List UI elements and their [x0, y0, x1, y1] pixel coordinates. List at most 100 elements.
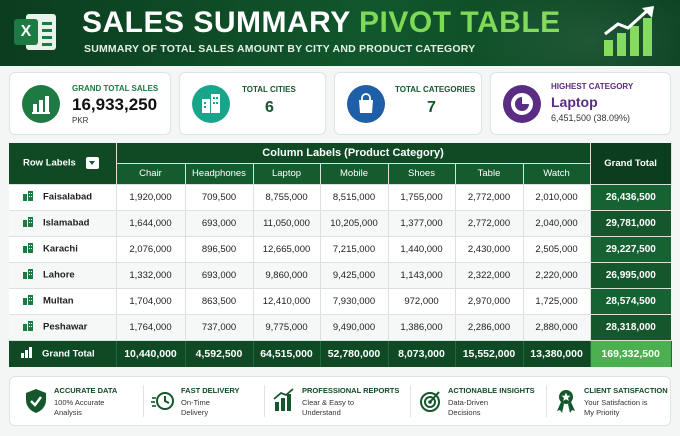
row-label-islamabad[interactable]: Islamabad — [9, 210, 117, 237]
value-cell[interactable]: 2,286,000 — [455, 314, 524, 341]
value-cell[interactable]: 2,772,000 — [455, 210, 524, 237]
feature-title: CLIENT SATISFACTION — [584, 386, 668, 395]
value-cell[interactable]: 1,386,000 — [388, 314, 456, 341]
value-cell[interactable]: 2,772,000 — [455, 184, 524, 211]
value-cell[interactable]: 737,000 — [185, 314, 254, 341]
feature-title: PROFESSIONAL REPORTS — [302, 386, 400, 395]
value-cell[interactable]: 1,704,000 — [116, 288, 186, 315]
value-cell[interactable]: 2,010,000 — [523, 184, 591, 211]
row-grand-total-cell[interactable]: 28,318,000 — [590, 314, 672, 341]
table-row: Lahore 1,332,000 693,000 9,860,000 9,425,000… — [9, 262, 672, 289]
row-grand-total-cell[interactable]: 26,995,000 — [590, 262, 672, 289]
grand-total-header: Grand Total — [590, 143, 672, 185]
value-cell[interactable]: 1,143,000 — [388, 262, 456, 289]
bar-chart-icon — [22, 85, 60, 123]
kpi-grand-total-sales: GRAND TOTAL SALES 16,933,250 PKR — [9, 72, 171, 135]
value-cell[interactable]: 1,725,000 — [523, 288, 591, 315]
column-grand-total-cell[interactable]: 4,592,500 — [185, 340, 254, 367]
feature-divider — [264, 385, 265, 417]
row-grand-total-cell[interactable]: 26,436,500 — [590, 184, 672, 211]
city-icon — [23, 320, 34, 334]
value-cell[interactable]: 2,505,000 — [523, 236, 591, 263]
value-cell[interactable]: 9,860,000 — [253, 262, 321, 289]
value-cell[interactable]: 1,332,000 — [116, 262, 186, 289]
value-cell[interactable]: 7,930,000 — [320, 288, 389, 315]
value-cell[interactable]: 9,775,000 — [253, 314, 321, 341]
value-cell[interactable]: 8,755,000 — [253, 184, 321, 211]
column-grand-total-cell[interactable]: 52,780,000 — [320, 340, 389, 367]
value-cell[interactable]: 972,000 — [388, 288, 456, 315]
pie-chart-icon — [503, 85, 541, 123]
shield-check-icon — [24, 388, 48, 414]
column-header-headphones[interactable]: Headphones — [185, 163, 254, 185]
value-cell[interactable]: 709,500 — [185, 184, 254, 211]
buildings-icon — [192, 85, 230, 123]
table-row: Multan 1,704,000 863,500 12,410,000 7,930,00… — [9, 288, 672, 315]
overall-grand-total-cell[interactable]: 169,332,500 — [590, 340, 672, 367]
value-cell[interactable]: 2,970,000 — [455, 288, 524, 315]
grand-total-row-label: Grand Total — [9, 340, 117, 367]
column-header-table[interactable]: Table — [455, 163, 524, 185]
feature-description: Your Satisfaction is My Priority — [584, 398, 648, 417]
value-cell[interactable]: 2,220,000 — [523, 262, 591, 289]
value-cell[interactable]: 2,430,000 — [455, 236, 524, 263]
value-cell[interactable]: 1,644,000 — [116, 210, 186, 237]
row-labels-filter-button[interactable] — [85, 157, 99, 170]
bar-chart-icon — [21, 346, 33, 361]
value-cell[interactable]: 2,322,000 — [455, 262, 524, 289]
value-cell[interactable]: 1,377,000 — [388, 210, 456, 237]
value-cell[interactable]: 7,215,000 — [320, 236, 389, 263]
value-cell[interactable]: 2,880,000 — [523, 314, 591, 341]
value-cell[interactable]: 8,515,000 — [320, 184, 389, 211]
city-icon — [23, 190, 34, 204]
value-cell[interactable]: 1,440,000 — [388, 236, 456, 263]
row-label-faisalabad[interactable]: Faisalabad — [9, 184, 117, 211]
column-grand-total-cell[interactable]: 64,515,000 — [253, 340, 321, 367]
value-cell[interactable]: 1,755,000 — [388, 184, 456, 211]
feature-divider — [546, 385, 547, 417]
column-header-watch[interactable]: Watch — [523, 163, 591, 185]
value-cell[interactable]: 12,410,000 — [253, 288, 321, 315]
value-cell[interactable]: 2,076,000 — [116, 236, 186, 263]
row-label-multan[interactable]: Multan — [9, 288, 117, 315]
column-grand-total-cell[interactable]: 10,440,000 — [116, 340, 186, 367]
row-grand-total-cell[interactable]: 29,227,500 — [590, 236, 672, 263]
feature-divider — [410, 385, 411, 417]
feature-divider — [143, 385, 144, 417]
column-grand-total-cell[interactable]: 8,073,000 — [388, 340, 456, 367]
value-cell[interactable]: 693,000 — [185, 262, 254, 289]
value-cell[interactable]: 1,920,000 — [116, 184, 186, 211]
excel-logo-icon: X — [14, 12, 58, 52]
table-row: Peshawar 1,764,000 737,000 9,775,000 9,490,0… — [9, 314, 672, 341]
row-grand-total-cell[interactable]: 29,781,000 — [590, 210, 672, 237]
city-icon — [23, 216, 34, 230]
value-cell[interactable]: 11,050,000 — [253, 210, 321, 237]
row-label-peshawar[interactable]: Peshawar — [9, 314, 117, 341]
column-header-shoes[interactable]: Shoes — [388, 163, 456, 185]
value-cell[interactable]: 863,500 — [185, 288, 254, 315]
row-grand-total-cell[interactable]: 28,574,500 — [590, 288, 672, 315]
column-header-mobile[interactable]: Mobile — [320, 163, 389, 185]
clock-icon — [151, 388, 175, 414]
value-cell[interactable]: 2,040,000 — [523, 210, 591, 237]
column-grand-total-cell[interactable]: 13,380,000 — [523, 340, 591, 367]
report-chart-icon — [272, 388, 296, 414]
table-row: Karachi 2,076,000 896,500 12,665,000 7,215,0… — [9, 236, 672, 263]
value-cell[interactable]: 9,425,000 — [320, 262, 389, 289]
column-grand-total-cell[interactable]: 15,552,000 — [455, 340, 524, 367]
row-label-karachi[interactable]: Karachi — [9, 236, 117, 263]
value-cell[interactable]: 12,665,000 — [253, 236, 321, 263]
value-cell[interactable]: 9,490,000 — [320, 314, 389, 341]
row-label-lahore[interactable]: Lahore — [9, 262, 117, 289]
value-cell[interactable]: 10,205,000 — [320, 210, 389, 237]
value-cell[interactable]: 693,000 — [185, 210, 254, 237]
page-title: SALES SUMMARY PIVOT TABLE — [82, 6, 561, 39]
value-cell[interactable]: 896,500 — [185, 236, 254, 263]
feature-title: ACCURATE DATA — [54, 386, 118, 395]
header-banner: X SALES SUMMARY PIVOT TABLE SUMMARY OF T… — [0, 0, 680, 66]
grand-total-row: Grand Total 10,440,000 4,592,500 64,515,000… — [9, 340, 672, 367]
column-header-chair[interactable]: Chair — [116, 163, 186, 185]
value-cell[interactable]: 1,764,000 — [116, 314, 186, 341]
column-header-laptop[interactable]: Laptop — [253, 163, 321, 185]
feature-description: 100% Accurate Analysis — [54, 398, 105, 417]
